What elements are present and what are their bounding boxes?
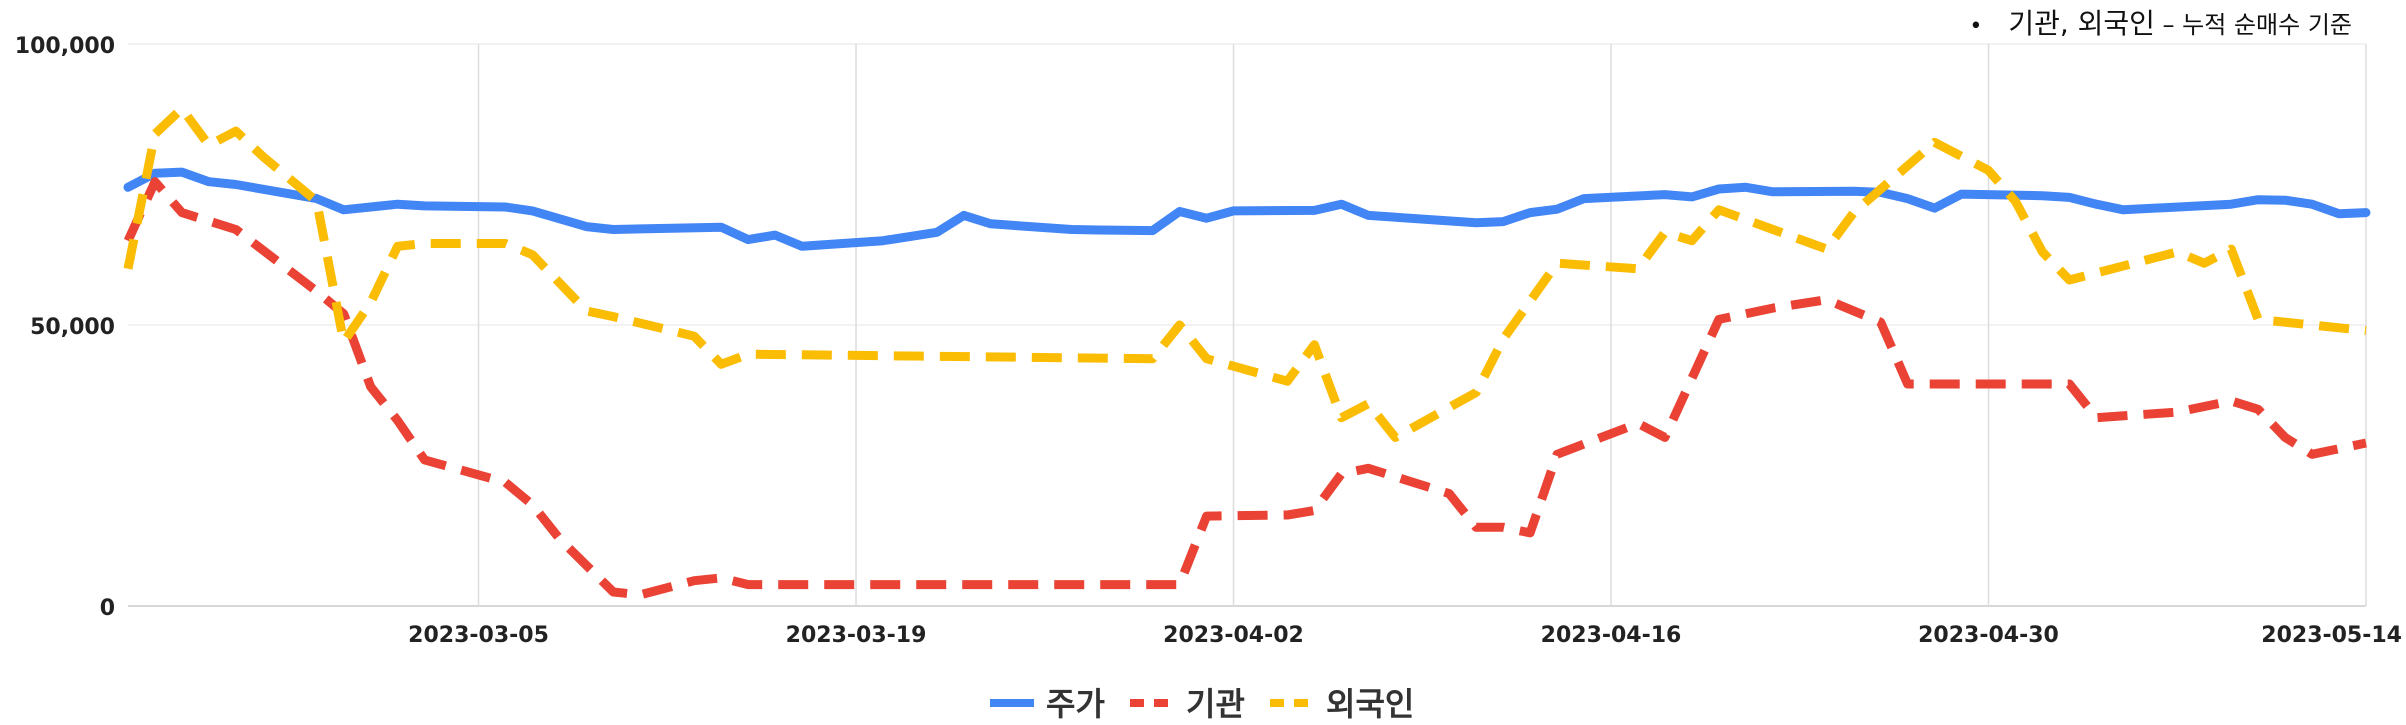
x-tick-label: 2023-04-02 — [1163, 623, 1304, 648]
note-series-names: 기관, 외국인 — [2008, 7, 2155, 40]
legend-label: 주가 — [1046, 685, 1105, 723]
x-tick-label: 2023-03-19 — [786, 623, 927, 648]
series-lines — [123, 104, 2371, 600]
x-axis-tick-labels: 2023-03-05 2023-03-19 2023-04-02 2023-04-16… — [408, 623, 2402, 648]
legend-item-2[interactable]: 기관 — [1130, 685, 1245, 723]
chart-note: • 기관, 외국인 – 누적 순매수 기준 — [1969, 2, 2352, 42]
legend-item-3[interactable]: 외국인 — [1270, 685, 1414, 723]
legend[interactable]: 주가 기관 외국인 — [990, 685, 1414, 723]
legend-item-1[interactable]: 주가 — [990, 685, 1105, 723]
note-bullet: • — [1969, 14, 1983, 39]
series-line-1 — [123, 167, 2371, 251]
series-line-3 — [123, 104, 2367, 442]
y-axis-tick-labels: 0 50,000 100,000 — [15, 34, 115, 621]
x-tick-label: 2023-04-16 — [1541, 623, 1682, 648]
gridlines — [128, 43, 2367, 607]
legend-label: 기관 — [1186, 685, 1245, 723]
y-tick-label: 0 — [100, 596, 115, 621]
legend-label: 외국인 — [1326, 685, 1414, 723]
note-basis: – 누적 순매수 기준 — [2154, 11, 2352, 39]
x-tick-label: 2023-05-14 — [2261, 623, 2402, 648]
y-tick-label: 100,000 — [15, 34, 115, 59]
series-line-2 — [123, 177, 2367, 600]
x-tick-label: 2023-03-05 — [408, 623, 549, 648]
y-tick-label: 50,000 — [30, 315, 115, 340]
x-tick-label: 2023-04-30 — [1918, 623, 2059, 648]
